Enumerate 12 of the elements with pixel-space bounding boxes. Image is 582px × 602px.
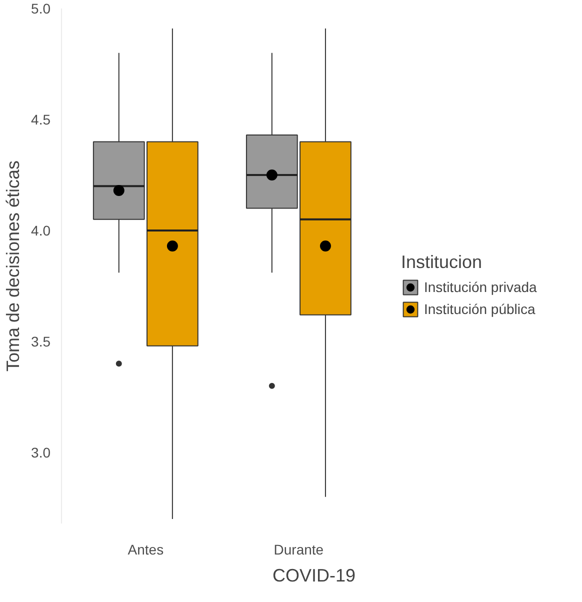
x-tick-label: Durante	[274, 542, 324, 558]
y-axis-title: Toma de decisiones éticas	[3, 160, 24, 372]
legend-label: Institución privada	[424, 279, 537, 295]
y-tick-label: 5.0	[31, 0, 51, 16]
y-tick-label: 4.0	[31, 222, 51, 238]
y-tick-label: 4.5	[31, 111, 51, 128]
x-axis-title: COVID-19	[272, 566, 356, 586]
y-tick-label: 3.5	[31, 333, 51, 350]
legend-title: Institucion	[401, 252, 484, 273]
legend-label: Institución pública	[424, 301, 536, 317]
y-tick-label: 3.0	[31, 444, 51, 460]
x-tick-label: Antes	[128, 542, 164, 558]
